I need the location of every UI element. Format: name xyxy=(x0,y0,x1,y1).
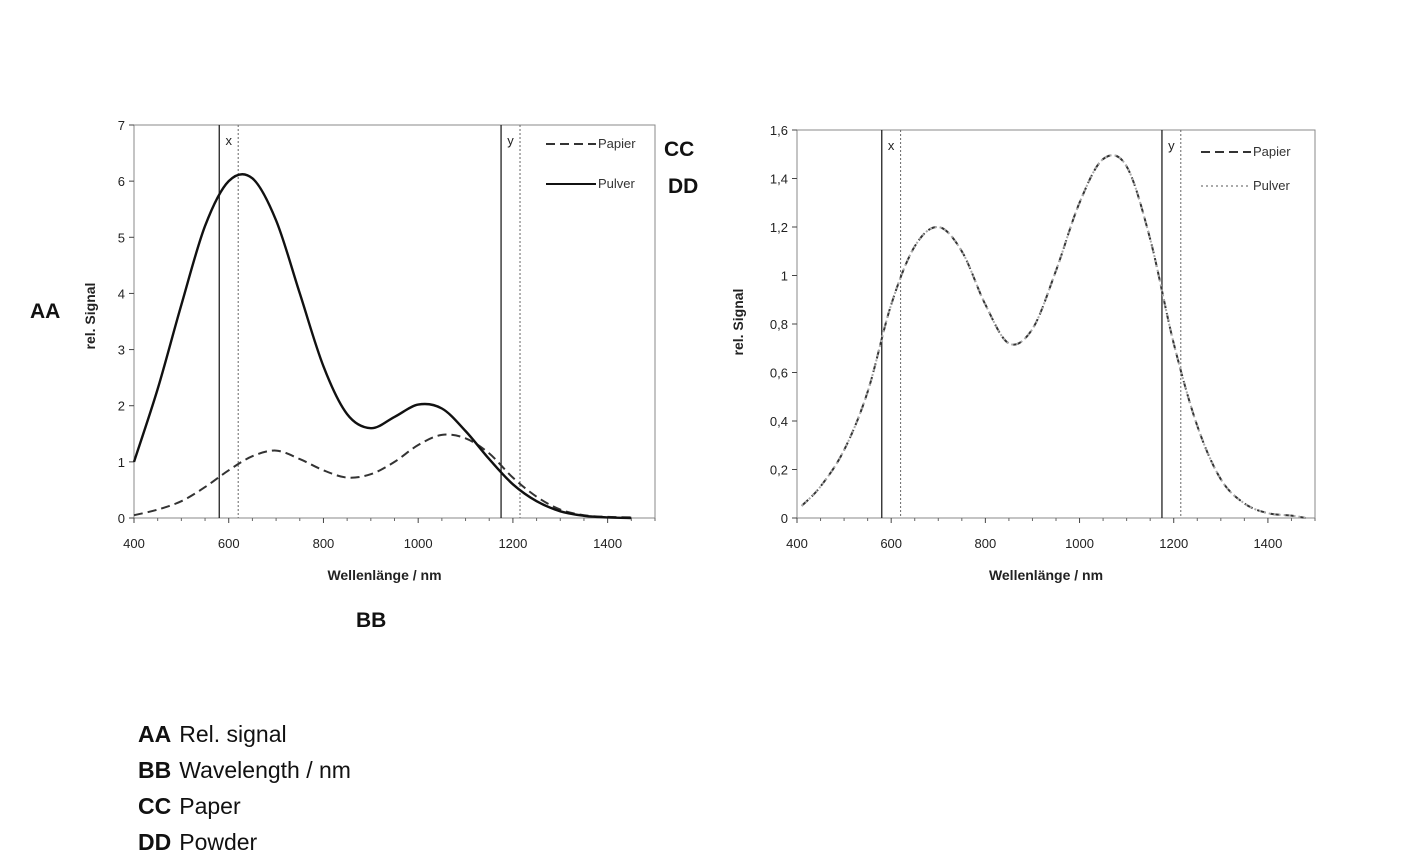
band-label: x xyxy=(888,138,895,153)
key-text: Wavelength / nm xyxy=(179,757,351,783)
x-tick-label: 400 xyxy=(123,536,145,551)
x-tick-label: 1200 xyxy=(1159,536,1188,551)
band-label: y xyxy=(1168,138,1175,153)
x-tick-label: 1000 xyxy=(404,536,433,551)
x-tick-label: 1000 xyxy=(1065,536,1094,551)
chart-powder-paper: x y 0 1 2 3 4 5 6 7 400 600 800 1000 1200 1400 Wellenlän… xyxy=(82,118,655,583)
y-tick-label: 2 xyxy=(118,399,125,414)
y-tick-label: 6 xyxy=(118,174,125,189)
x-axis-label: Wellenlänge / nm xyxy=(989,567,1103,583)
plot-frame xyxy=(797,130,1315,518)
label-cc: CC xyxy=(664,138,694,161)
y-axis-label: rel. Signal xyxy=(730,289,746,356)
y-tick-label: 4 xyxy=(118,286,125,301)
x-tick-label: 600 xyxy=(218,536,240,551)
key-row-cc: CC Paper xyxy=(138,788,351,824)
label-aa: AA xyxy=(30,300,60,323)
y-axis-label: rel. Signal xyxy=(82,283,98,350)
series-line-papier xyxy=(134,435,631,518)
y-tick-label: 0,8 xyxy=(770,317,788,332)
series-line-papier xyxy=(802,155,1306,518)
legend-label: Papier xyxy=(598,136,636,151)
x-tick-label: 800 xyxy=(313,536,335,551)
series-line-pulver xyxy=(802,155,1306,518)
y-tick-label: 1 xyxy=(781,269,788,284)
key-row-aa: AA Rel. signal xyxy=(138,716,351,752)
x-tick-label: 1200 xyxy=(498,536,527,551)
y-tick-label: 0,4 xyxy=(770,414,788,429)
legend-label: Pulver xyxy=(598,176,636,191)
y-tick-label: 0 xyxy=(781,511,788,526)
x-tick-label: 800 xyxy=(975,536,997,551)
key-code: BB xyxy=(138,757,171,783)
series-line-pulver xyxy=(134,174,631,518)
y-tick-label: 1,4 xyxy=(770,172,788,187)
y-tick-label: 0,2 xyxy=(770,463,788,478)
key-row-dd: DD Powder xyxy=(138,824,351,860)
x-tick-label: 600 xyxy=(880,536,902,551)
x-tick-label: 1400 xyxy=(593,536,622,551)
y-tick-label: 0 xyxy=(118,511,125,526)
legend-label: Pulver xyxy=(1253,178,1291,193)
label-key: AARel. signal BBWavelength / nm CCPaper … xyxy=(138,716,351,860)
x-tick-label: 400 xyxy=(786,536,808,551)
legend-label: Papier xyxy=(1253,144,1291,159)
key-code: AA xyxy=(138,721,171,747)
y-tick-label: 1,6 xyxy=(770,123,788,138)
key-row-bb: BB Wavelength / nm xyxy=(138,752,351,788)
y-tick-label: 1,2 xyxy=(770,220,788,235)
key-text: Powder xyxy=(179,829,257,855)
x-axis-label: Wellenlänge / nm xyxy=(327,567,441,583)
band-label: y xyxy=(507,133,514,148)
key-text: Rel. signal xyxy=(179,721,286,747)
band-label: x xyxy=(225,133,232,148)
y-tick-label: 5 xyxy=(118,230,125,245)
chart-paper-normalized: x y 0 0,2 0,4 0,6 0,8 1 1,2 1,4 1,6 400 600 800 1000 12… xyxy=(730,123,1315,583)
y-tick-label: 7 xyxy=(118,118,125,133)
label-dd: DD xyxy=(668,175,698,198)
x-tick-label: 1400 xyxy=(1253,536,1282,551)
y-tick-label: 0,6 xyxy=(770,366,788,381)
label-bb: BB xyxy=(356,609,386,632)
key-code: DD xyxy=(138,829,171,855)
y-tick-label: 1 xyxy=(118,455,125,470)
y-tick-label: 3 xyxy=(118,343,125,358)
key-code: CC xyxy=(138,793,171,819)
key-text: Paper xyxy=(179,793,240,819)
